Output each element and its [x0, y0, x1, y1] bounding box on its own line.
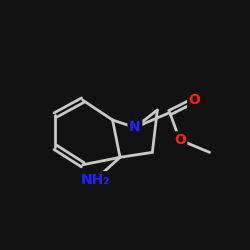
Text: NH₂: NH₂	[80, 173, 110, 187]
Text: O: O	[174, 133, 186, 147]
Text: N: N	[129, 120, 141, 134]
Text: O: O	[189, 93, 200, 107]
